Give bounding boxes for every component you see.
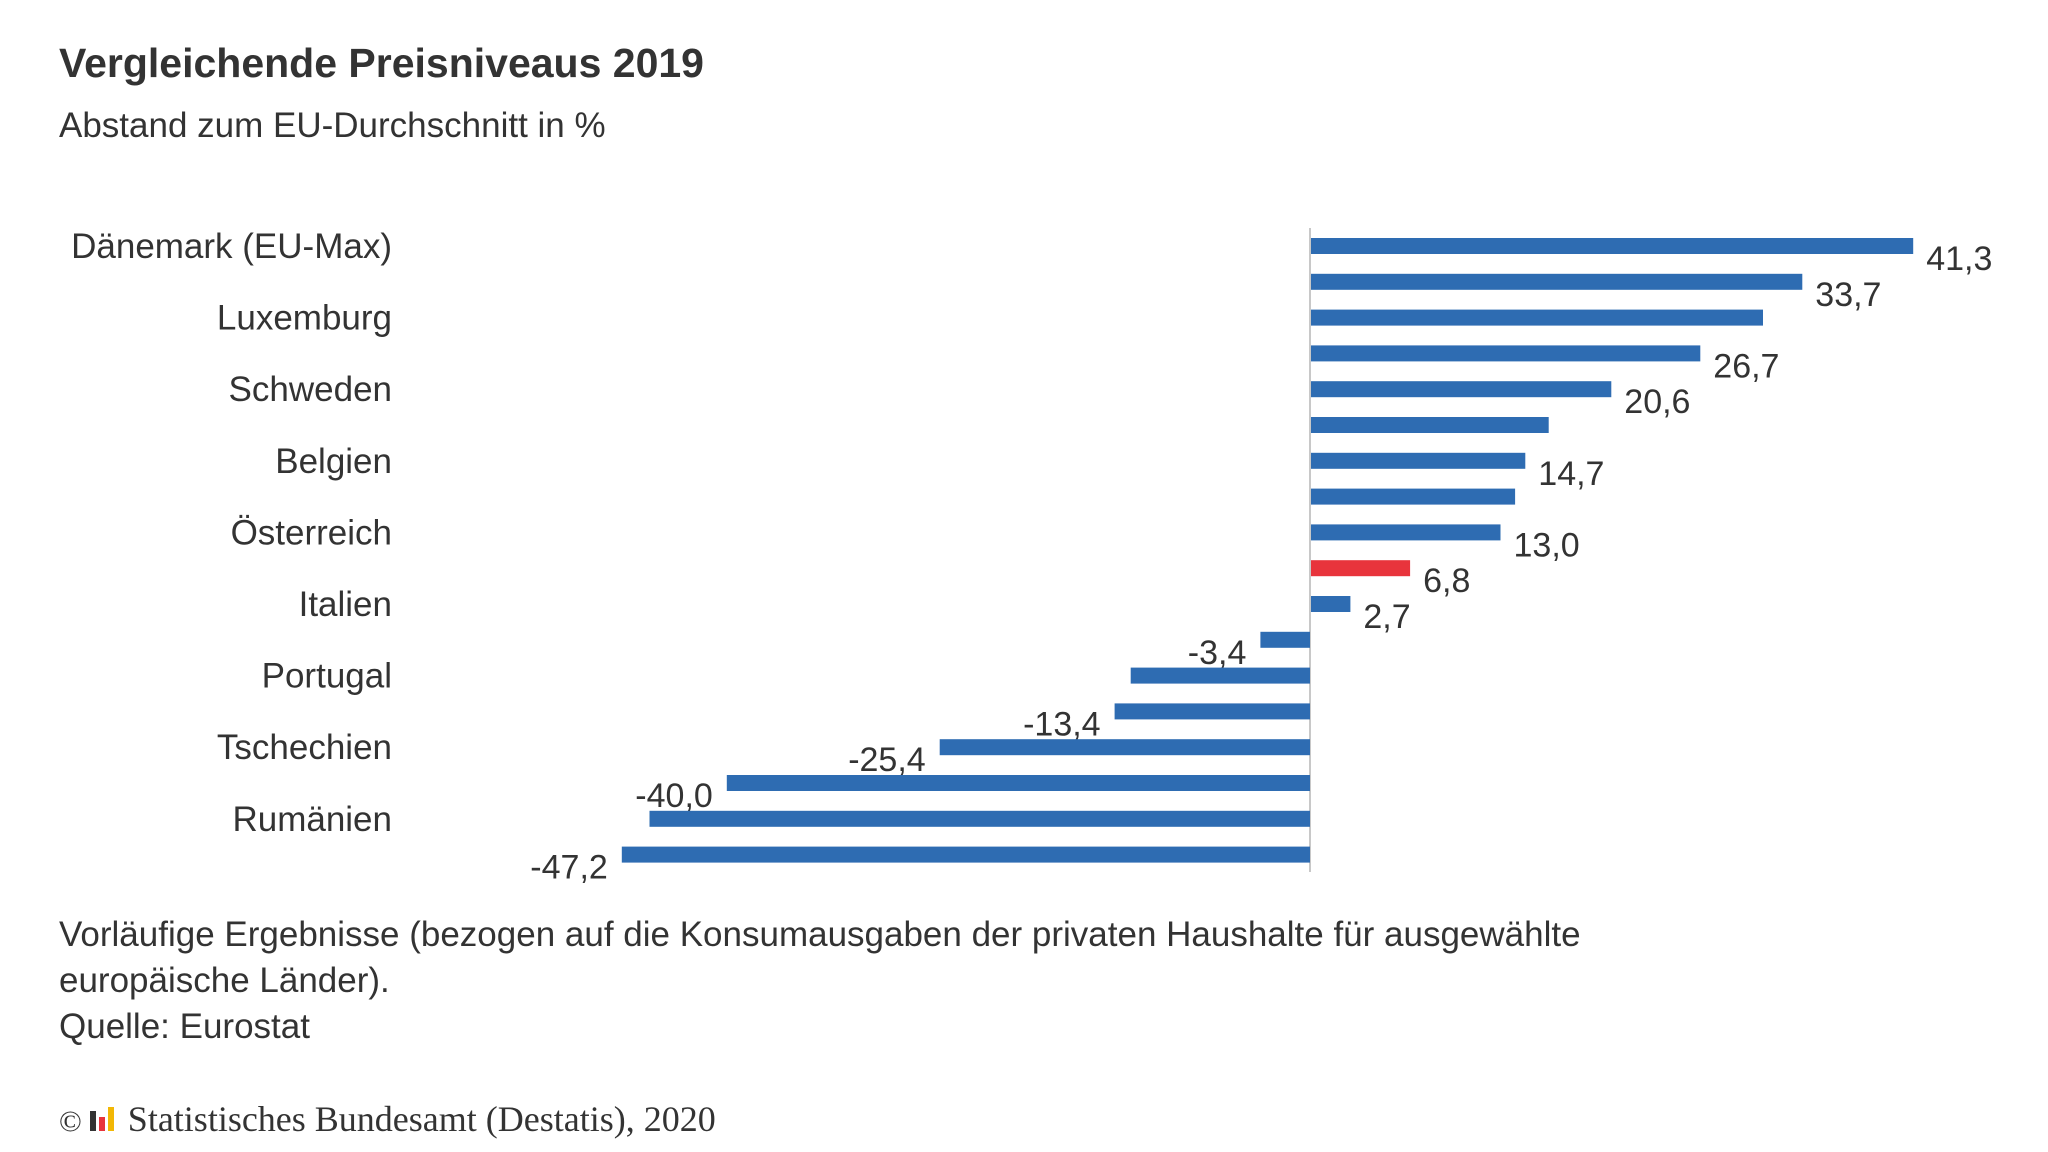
category-label: Tschechien: [217, 728, 392, 767]
bar: [1311, 345, 1701, 362]
bar-highlight: [1311, 560, 1411, 577]
category-label: Rumänien: [232, 800, 392, 839]
data-label: 33,7: [1815, 276, 1881, 314]
data-label: 13,0: [1514, 526, 1580, 564]
data-label: 20,6: [1624, 383, 1690, 421]
destatis-logo-icon: [89, 1107, 114, 1131]
data-label: -47,2: [530, 849, 608, 887]
bar: [1311, 309, 1763, 326]
bar: [1311, 273, 1803, 290]
bar: [726, 775, 1310, 791]
bar: [1311, 238, 1914, 254]
data-label: 6,8: [1423, 562, 1470, 600]
category-label: Luxemburg: [217, 299, 392, 338]
bar: [939, 739, 1310, 756]
data-label: -3,4: [1188, 634, 1247, 672]
bar: [1311, 417, 1549, 433]
bar: [1130, 667, 1310, 684]
data-label: -40,0: [635, 777, 713, 815]
source-line: Quelle: Eurostat: [59, 1007, 310, 1046]
copyright-text: Statistisches Bundesamt (Destatis), 2020: [127, 1099, 716, 1139]
data-label: 14,7: [1538, 455, 1604, 493]
chart-subtitle: Abstand zum EU-Durchschnitt in %: [59, 106, 606, 145]
bar-chart: 41,3 Dänemark (EU-Max) 33,7 Luxemburg 26,7 20…: [71, 227, 1992, 887]
data-label: -25,4: [848, 741, 926, 779]
bar: [1311, 381, 1612, 398]
category-label: Dänemark (EU-Max): [71, 227, 392, 266]
chart-title: Vergleichende Preisniveaus 2019: [59, 40, 704, 86]
bar: [1311, 524, 1501, 541]
category-label: Italien: [299, 585, 392, 624]
category-label: Portugal: [262, 657, 392, 696]
category-label: Schweden: [229, 370, 392, 409]
bar: [1311, 596, 1351, 612]
data-label: 2,7: [1363, 598, 1410, 636]
category-label: Österreich: [231, 513, 392, 552]
footnote-line-2: europäische Länder).: [59, 961, 390, 1000]
data-label: -13,4: [1023, 705, 1101, 743]
bar: [621, 846, 1310, 863]
footnote: Vorläufige Ergebnisse (bezogen auf die K…: [59, 912, 1859, 1050]
bar: [1114, 703, 1310, 720]
footnote-line-1: Vorläufige Ergebnisse (bezogen auf die K…: [59, 915, 1581, 954]
bar: [1260, 631, 1310, 648]
category-label: Belgien: [275, 442, 392, 481]
copyright-symbol: ©: [59, 1105, 82, 1138]
bar: [1311, 488, 1516, 505]
data-label: 26,7: [1713, 347, 1779, 385]
bar: [1311, 452, 1526, 469]
bar: [649, 810, 1310, 827]
copyright-notice: © Statistisches Bundesamt (Destatis), 20…: [59, 1098, 716, 1140]
data-label: 41,3: [1926, 240, 1992, 278]
